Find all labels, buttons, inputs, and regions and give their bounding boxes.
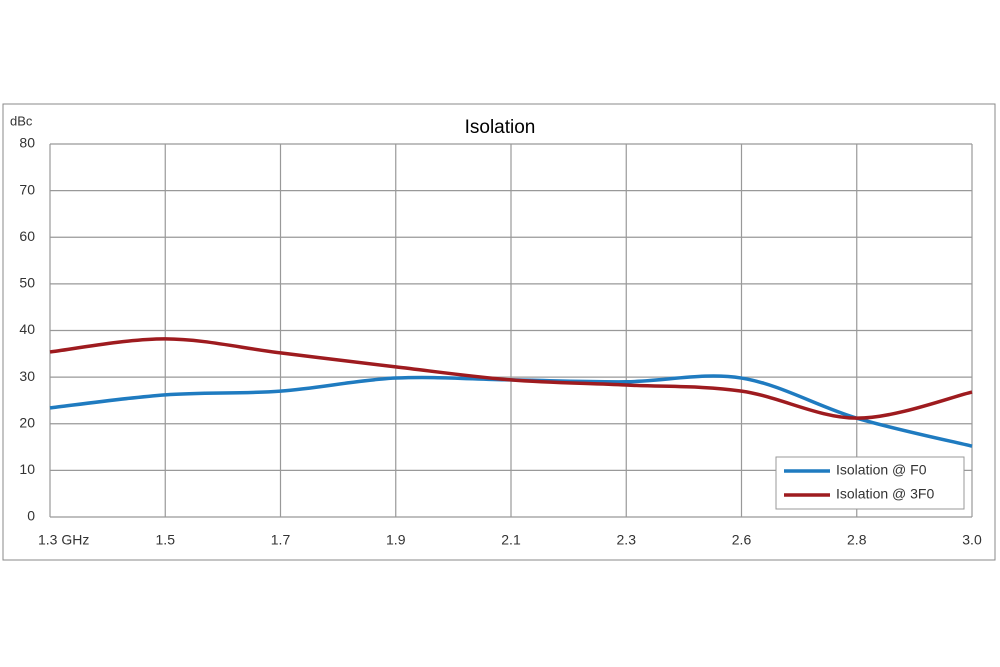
y-tick-label: 10 — [19, 461, 35, 477]
y-tick-label: 50 — [19, 275, 35, 291]
x-tick-label: 2.3 — [617, 532, 637, 548]
x-tick-label: 1.3 GHz — [38, 532, 89, 548]
y-tick-label: 30 — [19, 368, 35, 384]
y-axis-unit: dBc — [10, 113, 33, 128]
x-tick-label: 2.6 — [732, 532, 752, 548]
y-tick-label: 70 — [19, 181, 35, 197]
x-tick-label: 1.5 — [156, 532, 176, 548]
legend-box — [775, 456, 965, 510]
series-line — [49, 337, 973, 420]
x-tick-label: 2.1 — [501, 532, 521, 548]
y-tick-label: 60 — [19, 228, 35, 244]
y-tick-label: 20 — [19, 414, 35, 430]
x-tick-label: 3.0 — [962, 532, 982, 548]
x-tick-label: 1.9 — [386, 532, 406, 548]
y-tick-label: 80 — [19, 135, 35, 151]
x-tick-label: 2.8 — [847, 532, 867, 548]
x-tick-label: 1.7 — [271, 532, 291, 548]
legend-label: Isolation @ F0 — [836, 462, 927, 478]
chart-title: Isolation — [465, 117, 536, 138]
legend-label: Isolation @ 3F0 — [836, 486, 934, 502]
y-tick-label: 0 — [27, 508, 35, 524]
y-tick-label: 40 — [19, 321, 35, 337]
